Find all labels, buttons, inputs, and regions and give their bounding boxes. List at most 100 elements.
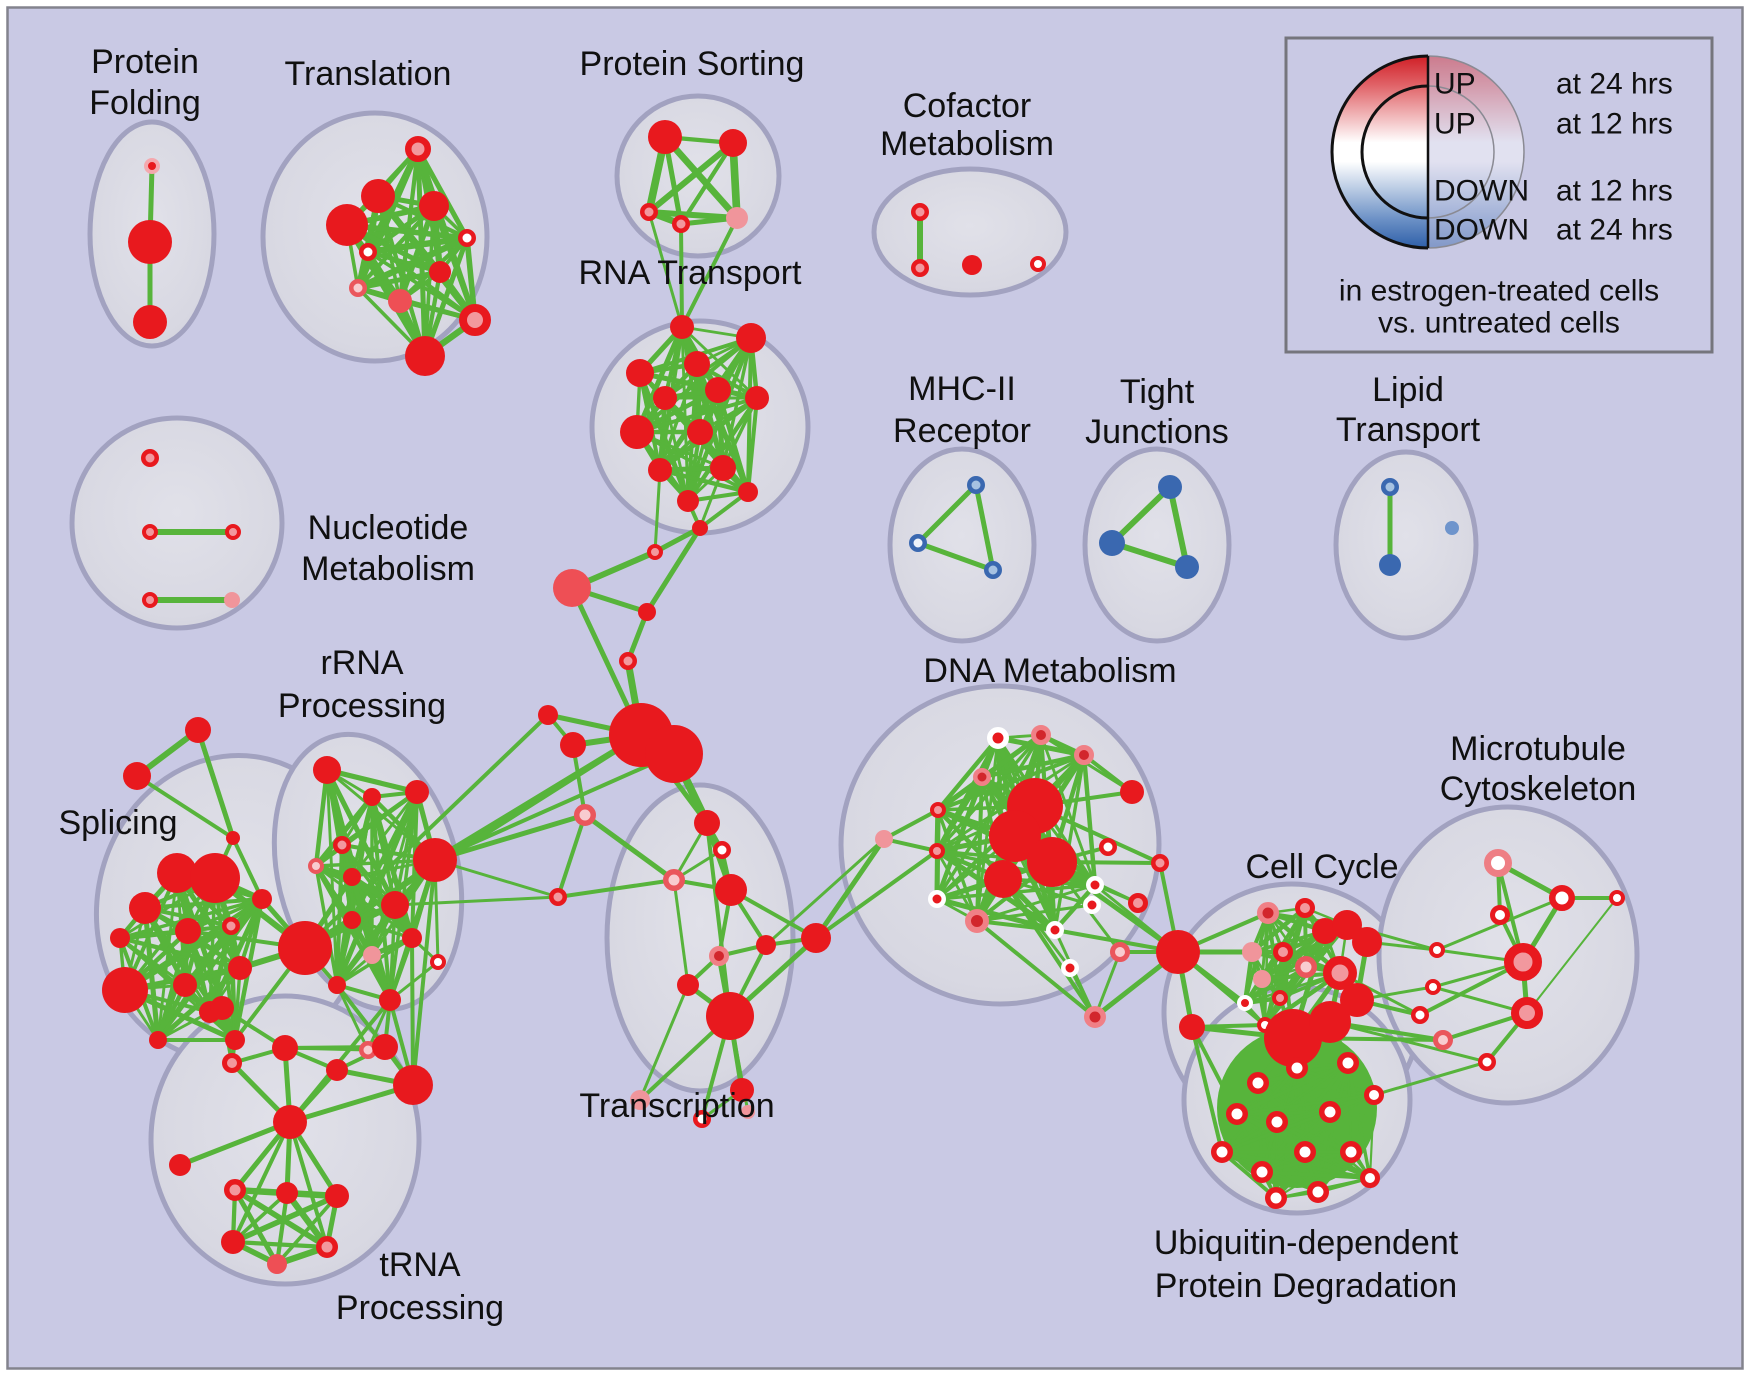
node-ub10 — [1294, 1141, 1316, 1163]
node-tn2 — [222, 1053, 242, 1073]
edge — [638, 983, 690, 1102]
node-ub13 — [1307, 1181, 1329, 1203]
label-cofactor-metabolism: Cofactor — [903, 87, 1032, 125]
node-rr10 — [402, 928, 422, 948]
cluster-ellipse-trna-processing — [148, 993, 422, 1287]
node-pf2 — [128, 220, 172, 264]
edge — [1220, 1093, 1376, 1154]
node-tc12 — [693, 1110, 711, 1128]
legend-note-line2: vs. untreated cells — [1378, 307, 1620, 340]
node-cc5 — [1242, 942, 1262, 962]
node-hub2 — [645, 725, 703, 783]
node-rt8 — [620, 415, 654, 449]
node-cc2 — [1295, 898, 1315, 918]
node-tr4 — [326, 204, 368, 246]
legend-up-inner-label: UP — [1434, 108, 1476, 141]
node-tn8 — [224, 1179, 246, 1201]
edge — [1274, 1150, 1353, 1200]
node-ch2 — [647, 544, 663, 560]
edge — [582, 812, 677, 883]
edge — [1053, 753, 1086, 932]
node-rt11 — [710, 455, 736, 481]
edge — [156, 897, 264, 1042]
node-pf3 — [133, 305, 167, 339]
node-dn10 — [1027, 837, 1077, 887]
edge — [1243, 965, 1308, 1005]
node-ps2 — [719, 129, 747, 157]
node-sp1 — [157, 853, 197, 893]
edge — [231, 1120, 292, 1244]
node-nm3 — [225, 524, 241, 540]
edge — [661, 133, 741, 222]
cluster-ellipse-nucleotide-metabolism — [69, 415, 285, 631]
node-cchub — [1156, 930, 1200, 974]
label-trna-processing: Processing — [336, 1289, 504, 1327]
legend: UP at 24 hrs UP at 12 hrs DOWN at 12 hrs… — [1284, 36, 1714, 354]
edge — [1109, 540, 1190, 570]
label-ubiquitin-degradation: Ubiquitin-dependent — [1154, 1224, 1459, 1262]
edge — [313, 863, 393, 1003]
node-sp_t1 — [185, 717, 211, 743]
node-rr14 — [430, 954, 446, 970]
node-sp8 — [228, 956, 252, 980]
edge — [635, 430, 750, 494]
node-rt1 — [670, 315, 694, 339]
edge — [764, 837, 886, 947]
node-mt9 — [1504, 943, 1542, 981]
label-microtubule-cytoskeleton: Microtubule — [1450, 730, 1626, 768]
node-ub3 — [1337, 1052, 1359, 1074]
edge — [1328, 1020, 1489, 1064]
edge — [652, 525, 703, 555]
edge — [135, 774, 235, 840]
edge — [335, 843, 344, 987]
node-cc3 — [1312, 918, 1338, 944]
edge — [1260, 1093, 1376, 1174]
node-mh1 — [967, 476, 985, 494]
node-tc4 — [715, 874, 747, 906]
node-tn13 — [267, 1254, 287, 1274]
edge — [1372, 1060, 1489, 1097]
node-b2 — [560, 732, 586, 758]
edge — [275, 1194, 339, 1266]
legend-down-outer-time: at 24 hrs — [1556, 214, 1673, 247]
edge — [678, 140, 736, 227]
edge — [975, 919, 1097, 1019]
edge — [915, 540, 996, 573]
node-dn13 — [965, 909, 989, 933]
edge — [1368, 1093, 1376, 1180]
node-dn11 — [984, 860, 1022, 898]
edge — [364, 234, 471, 256]
node-tr6 — [458, 229, 476, 247]
node-tn4 — [326, 1059, 348, 1081]
node-tn7 — [169, 1154, 191, 1176]
edge — [344, 222, 478, 323]
node-rr2 — [363, 788, 381, 806]
edge — [705, 821, 732, 1018]
node-sp12 — [149, 1031, 167, 1049]
node-tr8 — [349, 279, 367, 297]
label-trna-processing: tRNA — [379, 1246, 461, 1284]
edge — [1235, 1061, 1350, 1116]
node-rr5 — [308, 858, 324, 874]
node-b3 — [574, 804, 596, 826]
edge — [975, 919, 1057, 932]
node-lt3 — [1445, 521, 1459, 535]
node-sp13 — [225, 1030, 245, 1050]
node-tc11 — [630, 1090, 650, 1110]
edge — [729, 888, 818, 940]
node-tn10 — [325, 1184, 349, 1208]
edge — [350, 918, 414, 940]
edge — [979, 752, 1087, 780]
legend-down-outer-label: DOWN — [1434, 214, 1529, 247]
edge — [1295, 1066, 1320, 1194]
node-pf1 — [144, 158, 160, 174]
node-cc16 — [1352, 927, 1382, 957]
node-sp_t2 — [123, 762, 151, 790]
edge — [556, 878, 676, 899]
edge — [314, 864, 414, 940]
node-sp3 — [129, 892, 161, 924]
edge — [283, 1046, 370, 1052]
node-cc13 — [1264, 1009, 1322, 1067]
edge — [1167, 484, 1190, 570]
edge — [230, 1193, 340, 1245]
